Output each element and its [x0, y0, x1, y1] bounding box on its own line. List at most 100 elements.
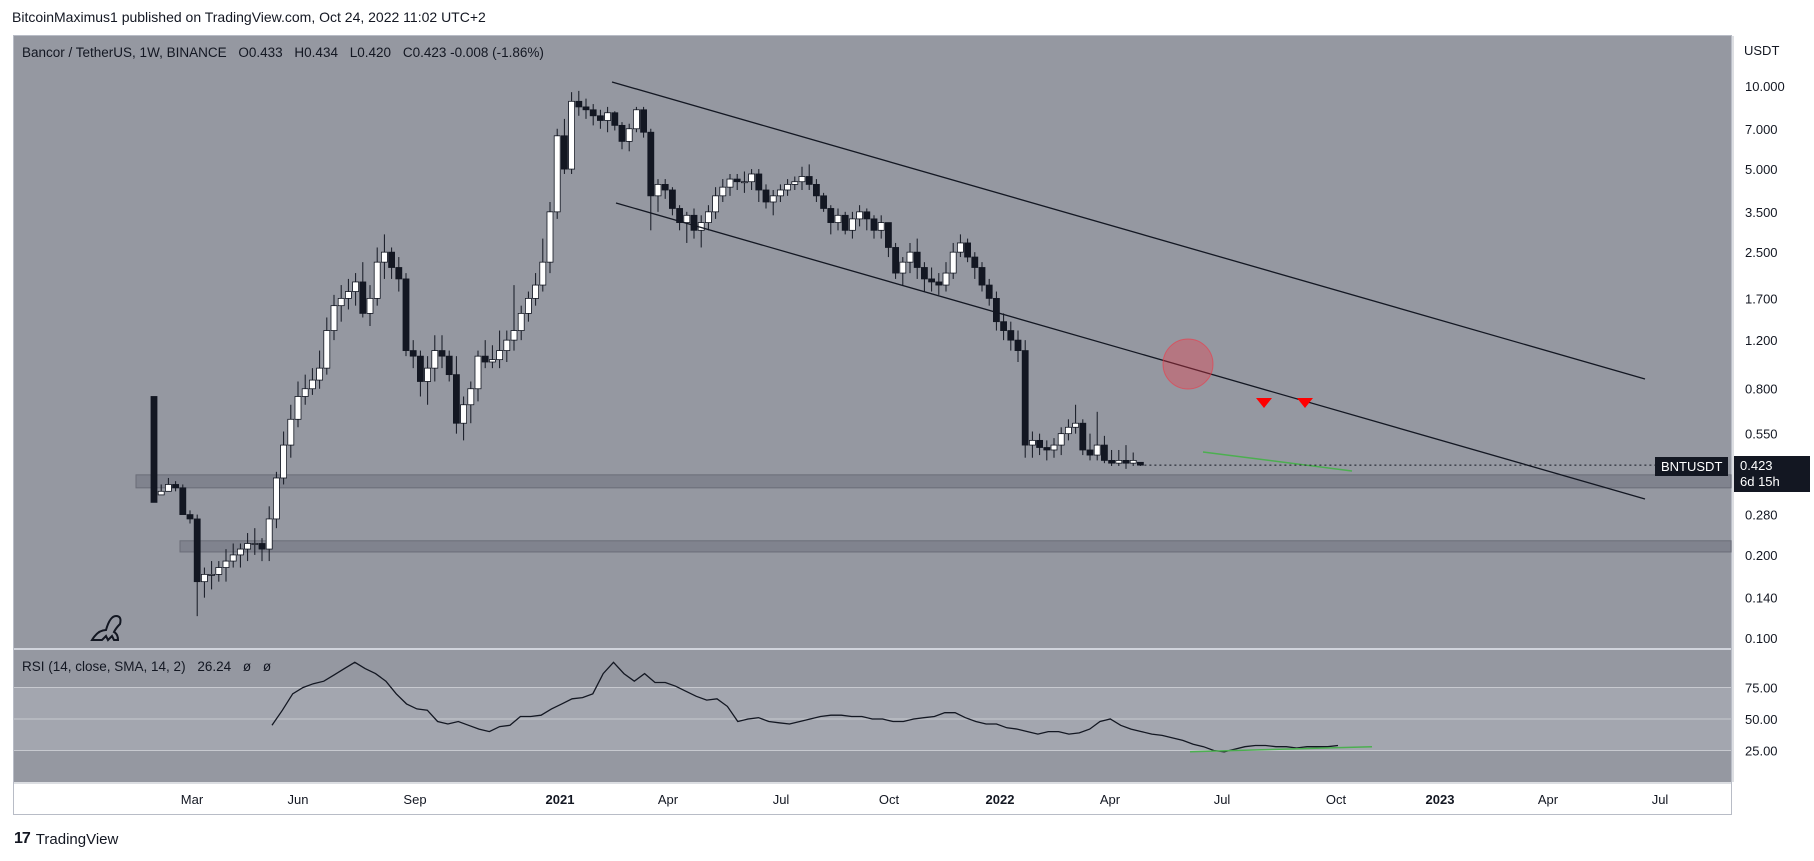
- footer-brand[interactable]: 17 TradingView: [14, 830, 118, 848]
- candle-body: [971, 256, 979, 268]
- candle-body: [1108, 460, 1115, 464]
- candle-body: [193, 518, 201, 583]
- time-tick-label: Apr: [1538, 792, 1559, 807]
- price-tick-label: 1.200: [1745, 333, 1778, 348]
- candle-body: [1079, 422, 1087, 451]
- candle-body: [525, 297, 532, 314]
- close-value: 0.423: [412, 45, 447, 60]
- support-zone-1: [135, 474, 1732, 489]
- candle-body: [1057, 433, 1065, 446]
- candle-body: [625, 128, 633, 142]
- candle-body: [856, 211, 863, 220]
- rsi-na-2: ø: [262, 659, 272, 674]
- candle-body: [539, 261, 547, 286]
- green-trendline: [1202, 451, 1353, 472]
- time-tick-label: Jul: [1214, 792, 1231, 807]
- candle-body: [445, 355, 453, 376]
- candle-body: [762, 189, 770, 203]
- candle-body: [791, 181, 799, 185]
- candle-body: [251, 543, 259, 545]
- candle-body: [899, 261, 907, 274]
- candle-body: [748, 173, 755, 183]
- time-tick-label: Mar: [181, 792, 204, 807]
- candle-body: [834, 214, 842, 223]
- price-tick-label: 3.500: [1745, 205, 1778, 220]
- footer-brand-label: TradingView: [35, 830, 119, 848]
- candle-body: [1050, 444, 1058, 451]
- candle-body: [1072, 422, 1079, 428]
- rsi-green-trendline: [1189, 745, 1373, 753]
- publisher-line: BitcoinMaximus1 published on TradingView…: [12, 9, 486, 25]
- rsi-label[interactable]: RSI (14, close, SMA, 14, 2): [22, 659, 186, 674]
- axis-unit: USDT: [1744, 43, 1780, 58]
- price-tick-label: 1.700: [1745, 291, 1778, 306]
- candle-body: [683, 214, 691, 223]
- price-tick-label: 0.200: [1745, 548, 1778, 563]
- candle-body: [690, 214, 698, 231]
- candle-body: [316, 367, 324, 381]
- candle-body: [784, 184, 791, 191]
- candle-body: [618, 124, 626, 142]
- candle-body: [222, 560, 230, 568]
- candle-body: [510, 330, 518, 341]
- candle-body: [712, 195, 719, 213]
- price-pane: [14, 36, 1731, 648]
- candle-body: [849, 218, 856, 231]
- candle-body: [921, 267, 928, 280]
- candle-body: [913, 251, 921, 268]
- candle-body: [1014, 339, 1022, 351]
- candle-body: [633, 109, 640, 130]
- candle-body: [1086, 449, 1094, 456]
- candle-body: [604, 112, 611, 121]
- candle-body: [877, 222, 885, 231]
- candle-body: [978, 267, 986, 286]
- candle-body: [1115, 460, 1123, 464]
- candle-body: [172, 484, 180, 489]
- candle-body: [424, 367, 432, 382]
- candle-body: [705, 211, 712, 223]
- candle-body: [1007, 330, 1015, 341]
- candle-body: [640, 109, 647, 133]
- candle-body: [589, 109, 597, 117]
- candle-body: [827, 208, 835, 223]
- candle-body: [820, 195, 827, 209]
- candle-body: [1137, 461, 1144, 466]
- symbol-title[interactable]: Bancor / TetherUS, 1W, BINANCE: [22, 45, 227, 60]
- last-price-box: 0.423 6d 15h: [1734, 456, 1810, 492]
- candle-body: [769, 195, 777, 203]
- candle-body: [272, 477, 280, 520]
- candle-body: [949, 251, 957, 274]
- candle-body: [942, 272, 950, 286]
- candle-body: [467, 388, 475, 406]
- candle-body: [726, 178, 734, 188]
- candle-body: [186, 514, 194, 520]
- candle-body: [841, 214, 849, 231]
- candle-body: [229, 554, 237, 562]
- candle-body: [553, 135, 561, 213]
- candle-body: [460, 404, 468, 424]
- candle-body: [964, 242, 971, 258]
- candle-body: [265, 518, 273, 550]
- candle-body: [597, 115, 604, 121]
- red-triangle-1: [1256, 398, 1272, 408]
- candle-body: [935, 281, 943, 286]
- candle-body: [733, 178, 741, 183]
- time-tick-label: Oct: [1326, 792, 1347, 807]
- candle-body: [863, 211, 871, 220]
- candle-body: [575, 100, 583, 108]
- time-tick-label: Apr: [1100, 792, 1121, 807]
- candle-body: [1065, 426, 1072, 435]
- candle-body: [157, 490, 165, 496]
- candle-body: [409, 350, 417, 357]
- candle-body: [647, 131, 655, 197]
- candle-body: [488, 359, 496, 363]
- candle-body: [1021, 350, 1029, 446]
- price-tick-label: 0.100: [1745, 631, 1778, 646]
- candle-body: [388, 251, 396, 268]
- candle-body: [561, 135, 568, 170]
- candle-body: [755, 173, 763, 191]
- low-label: L: [349, 45, 358, 60]
- candle-body: [287, 418, 295, 446]
- candle-body: [1036, 439, 1043, 448]
